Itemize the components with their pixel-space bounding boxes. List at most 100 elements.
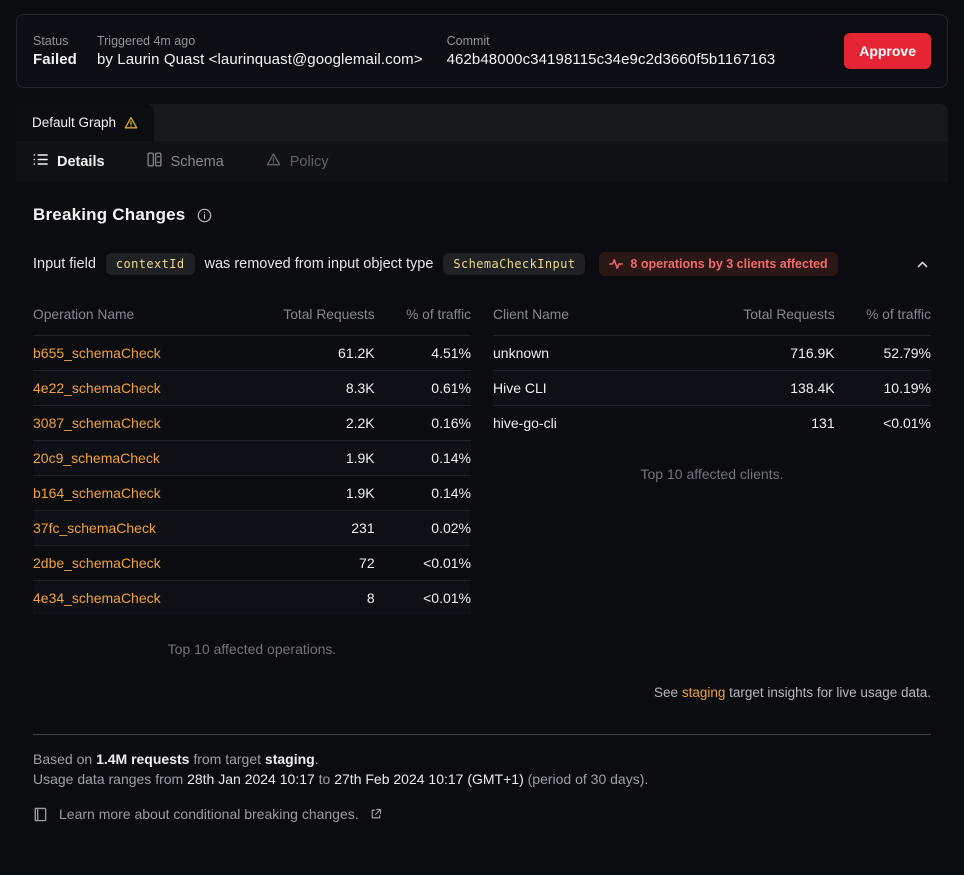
traffic-value: 0.14% bbox=[431, 450, 471, 466]
based-on-line: Based on 1.4M requests from target stagi… bbox=[33, 749, 931, 769]
tab-default-graph[interactable]: Default Graph bbox=[16, 104, 155, 141]
graph-tab-strip: Default Graph bbox=[16, 104, 948, 141]
tab-schema[interactable]: Schema bbox=[147, 152, 224, 171]
clients-table-container: Client Name Total Requests % of traffic … bbox=[493, 302, 931, 657]
column-header: % of traffic bbox=[866, 307, 931, 322]
book-icon bbox=[33, 807, 48, 822]
target-name: staging bbox=[264, 751, 315, 767]
traffic-value: 10.19% bbox=[883, 380, 931, 396]
external-link-icon bbox=[370, 808, 382, 820]
operation-link[interactable]: 20c9_schemaCheck bbox=[33, 450, 160, 466]
tab-details-label: Details bbox=[57, 153, 105, 170]
section-title: Breaking Changes bbox=[33, 205, 186, 224]
commit-hash: 462b48000c34198115c34e9c2d3660f5b1167163 bbox=[446, 51, 776, 68]
clients-table: Client Name Total Requests % of traffic … bbox=[493, 302, 931, 440]
approve-button[interactable]: Approve bbox=[844, 33, 931, 69]
status-value: Failed bbox=[33, 51, 77, 68]
operation-link[interactable]: 2dbe_schemaCheck bbox=[33, 555, 161, 571]
learn-more-label: Learn more about conditional breaking ch… bbox=[59, 806, 359, 822]
breaking-changes-header: Breaking Changes bbox=[33, 205, 931, 225]
graph-tab-label: Default Graph bbox=[32, 115, 117, 130]
requests-value: 1.9K bbox=[345, 485, 375, 501]
warning-triangle-icon bbox=[124, 116, 138, 130]
status-block: Status Failed bbox=[33, 34, 77, 68]
info-icon[interactable] bbox=[197, 208, 212, 223]
client-name: unknown bbox=[493, 345, 550, 361]
staging-link[interactable]: staging bbox=[681, 685, 726, 700]
change-text-prefix: Input field bbox=[33, 256, 96, 272]
page: Status Failed Triggered 4m ago by Laurin… bbox=[16, 14, 948, 822]
table-row: b164_schemaCheck 1.9K 0.14% bbox=[33, 475, 471, 511]
table-row: 4e34_schemaCheck 8 <0.01% bbox=[33, 580, 471, 615]
requests-value: 8.3K bbox=[345, 380, 375, 396]
breaking-change-row: Input field contextId was removed from i… bbox=[33, 252, 931, 276]
triggered-label: Triggered 4m ago bbox=[96, 34, 196, 48]
status-label: Status bbox=[33, 34, 69, 48]
tab-details[interactable]: Details bbox=[33, 152, 105, 171]
learn-more-link[interactable]: Learn more about conditional breaking ch… bbox=[33, 806, 382, 822]
chevron-up-icon[interactable] bbox=[914, 256, 931, 273]
table-row: 20c9_schemaCheck 1.9K 0.14% bbox=[33, 440, 471, 476]
tab-policy-label: Policy bbox=[289, 153, 329, 170]
operation-link[interactable]: 4e34_schemaCheck bbox=[33, 590, 161, 606]
requests-total: 1.4M requests bbox=[96, 751, 190, 767]
affected-operations-badge: 8 operations by 3 clients affected bbox=[599, 252, 838, 276]
commit-block: Commit 462b48000c34198115c34e9c2d3660f5b… bbox=[447, 34, 776, 68]
clients-caption: Top 10 affected clients. bbox=[640, 466, 784, 482]
note-prefix: See bbox=[654, 685, 679, 700]
traffic-value: <0.01% bbox=[883, 415, 931, 431]
triggered-value: by Laurin Quast <laurinquast@googlemail.… bbox=[96, 51, 423, 68]
table-row: 37fc_schemaCheck 231 0.02% bbox=[33, 510, 471, 546]
triggered-block: Triggered 4m ago by Laurin Quast <laurin… bbox=[97, 34, 423, 68]
table-row: 2dbe_schemaCheck 72 <0.01% bbox=[33, 545, 471, 581]
based-middle: from target bbox=[193, 751, 262, 767]
traffic-value: 4.51% bbox=[431, 345, 471, 361]
operation-link[interactable]: b164_schemaCheck bbox=[33, 485, 161, 501]
operation-link[interactable]: 4e22_schemaCheck bbox=[33, 380, 161, 396]
range-end: 27th Feb 2024 10:17 (GMT+1) bbox=[334, 771, 524, 787]
based-dot: . bbox=[314, 751, 319, 767]
range-prefix: Usage data ranges from bbox=[33, 771, 184, 787]
requests-value: 231 bbox=[351, 520, 375, 536]
divider bbox=[33, 734, 931, 735]
change-text-middle: was removed from input object type bbox=[204, 256, 434, 272]
usage-tables: Operation Name Total Requests % of traff… bbox=[33, 302, 931, 657]
traffic-value: 52.79% bbox=[883, 345, 931, 361]
insights-note: See staging target insights for live usa… bbox=[33, 685, 931, 700]
operation-link[interactable]: 3087_schemaCheck bbox=[33, 415, 161, 431]
range-to: to bbox=[318, 771, 331, 787]
affected-badge-label: 8 operations by 3 clients affected bbox=[630, 257, 828, 271]
column-header: % of traffic bbox=[406, 307, 471, 322]
range-start: 28th Jan 2024 10:17 bbox=[187, 771, 315, 787]
schema-icon bbox=[147, 152, 162, 171]
type-code-badge: SchemaCheckInput bbox=[443, 253, 586, 275]
table-row: b655_schemaCheck 61.2K 4.51% bbox=[33, 335, 471, 371]
operations-header-row: Operation Name Total Requests % of traff… bbox=[33, 302, 471, 336]
pulse-icon bbox=[609, 257, 624, 271]
field-code-badge: contextId bbox=[105, 253, 195, 275]
traffic-value: 0.02% bbox=[431, 520, 471, 536]
client-name: hive-go-cli bbox=[493, 415, 557, 431]
table-row: hive-go-cli 131 <0.01% bbox=[493, 405, 931, 441]
range-suffix: (period of 30 days). bbox=[527, 771, 649, 787]
operation-link[interactable]: 37fc_schemaCheck bbox=[33, 520, 156, 536]
date-range-line: Usage data ranges from 28th Jan 2024 10:… bbox=[33, 769, 931, 789]
operations-caption: Top 10 affected operations. bbox=[167, 641, 337, 657]
column-header: Total Requests bbox=[283, 307, 375, 322]
tab-schema-label: Schema bbox=[170, 153, 224, 170]
requests-value: 1.9K bbox=[345, 450, 375, 466]
commit-label: Commit bbox=[446, 34, 490, 48]
table-row: 3087_schemaCheck 2.2K 0.16% bbox=[33, 405, 471, 441]
note-suffix: target insights for live usage data. bbox=[729, 685, 931, 700]
operation-link[interactable]: b655_schemaCheck bbox=[33, 345, 161, 361]
requests-value: 8 bbox=[366, 590, 375, 606]
tab-policy[interactable]: Policy bbox=[266, 152, 329, 171]
requests-value: 138.4K bbox=[790, 380, 835, 396]
check-nav-tabs: Details Schema Policy bbox=[16, 141, 948, 182]
traffic-value: 0.61% bbox=[431, 380, 471, 396]
warning-triangle-icon bbox=[266, 152, 281, 171]
table-row: unknown 716.9K 52.79% bbox=[493, 335, 931, 371]
column-header: Total Requests bbox=[743, 307, 835, 322]
traffic-value: 0.14% bbox=[431, 485, 471, 501]
requests-value: 131 bbox=[811, 415, 835, 431]
